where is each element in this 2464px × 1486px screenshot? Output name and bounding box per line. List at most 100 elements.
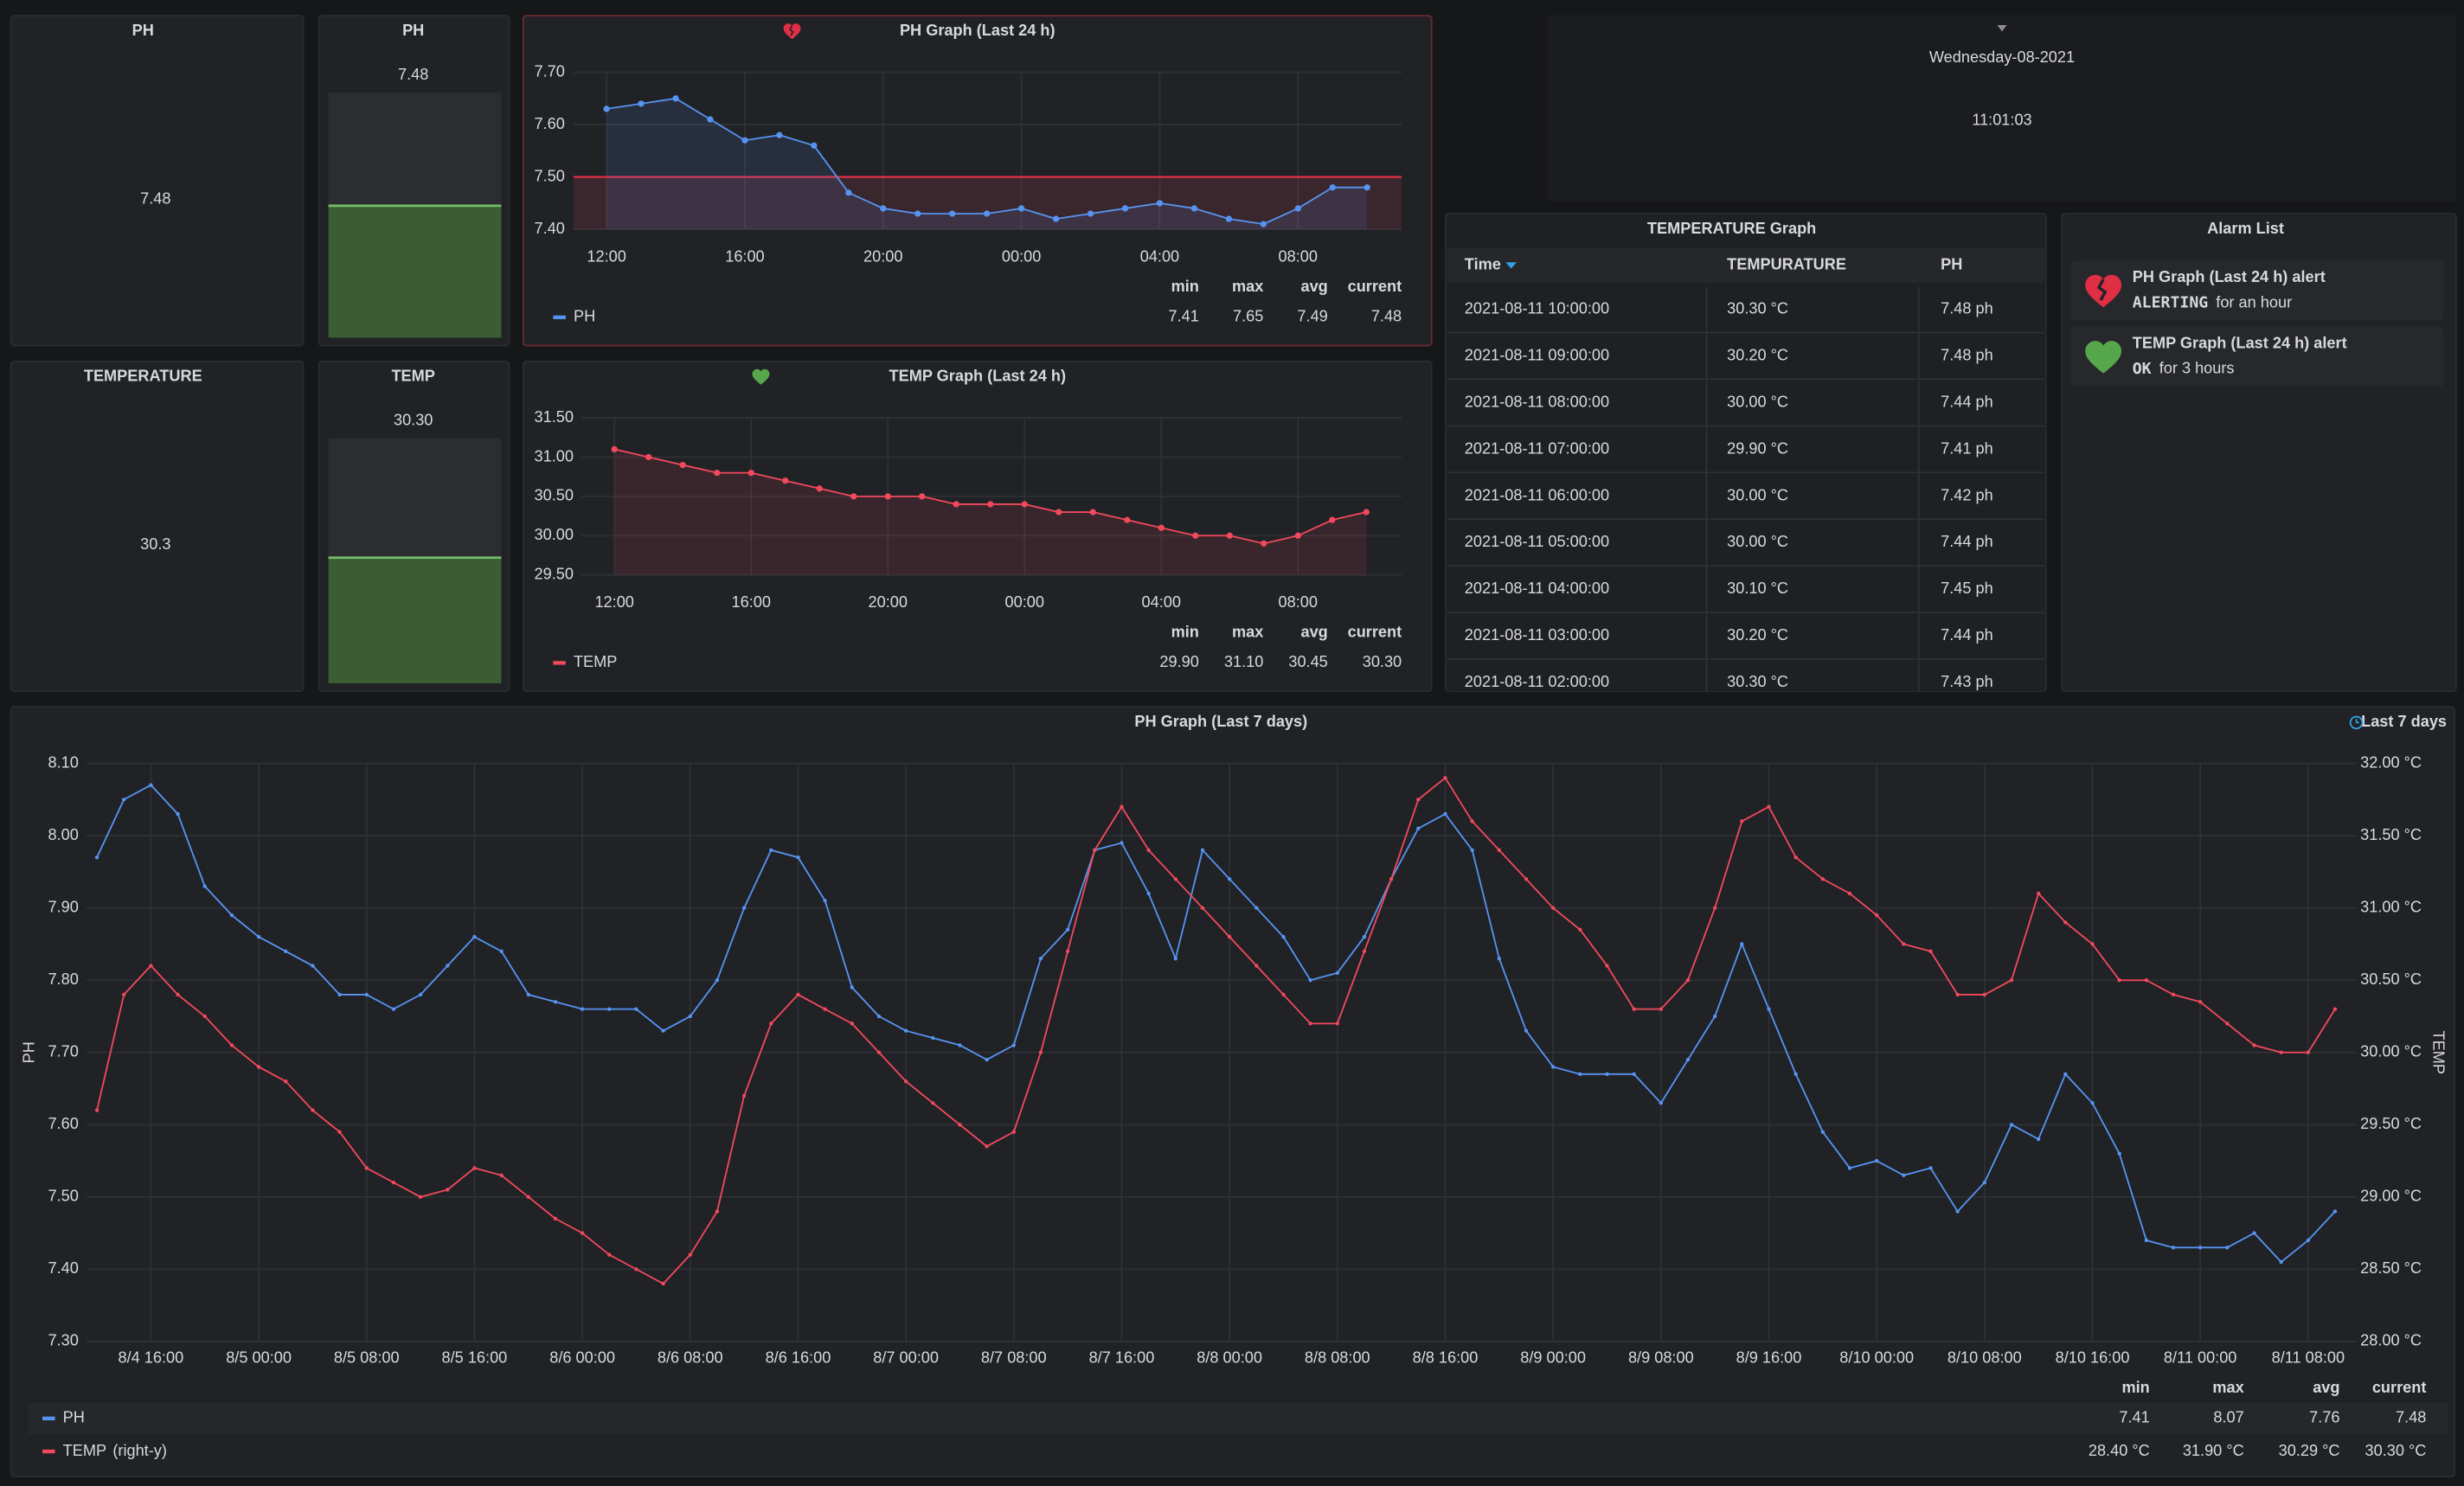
data-point — [1295, 533, 1301, 539]
legend-column-header[interactable]: current — [2372, 1379, 2427, 1396]
panel-title: TEMPERATURE — [84, 368, 202, 385]
legend-column-header[interactable]: min — [1171, 278, 1199, 295]
data-point — [1281, 993, 1285, 996]
data-point — [203, 1015, 207, 1018]
column-header[interactable]: TEMPURATURE — [1727, 256, 1846, 273]
data-point — [811, 143, 817, 149]
data-point — [850, 493, 857, 499]
data-point — [904, 1029, 908, 1033]
data-point — [1201, 906, 1204, 910]
time-range[interactable]: Last 7 days — [2361, 713, 2447, 730]
data-point — [1201, 849, 1204, 852]
legend-stat: 30.30 — [1363, 653, 1402, 670]
data-point — [1578, 928, 1582, 932]
data-point — [714, 470, 720, 476]
data-point — [1875, 913, 1878, 917]
data-point — [1928, 1166, 1932, 1169]
alarm-name: PH Graph (Last 24 h) alert — [2133, 268, 2326, 285]
data-point — [1227, 533, 1233, 539]
data-point — [769, 849, 773, 852]
legend-column-header[interactable]: max — [2212, 1379, 2243, 1396]
legend-stat: 31.90 °C — [2183, 1442, 2244, 1459]
data-point — [1470, 819, 1473, 823]
legend-column-header[interactable]: avg — [1300, 624, 1327, 641]
data-point — [1364, 184, 1370, 190]
y-tick-label: 7.30 — [48, 1332, 78, 1349]
data-point — [1983, 993, 1986, 996]
data-point — [2090, 942, 2094, 945]
data-point — [1022, 501, 1028, 507]
data-point — [1336, 971, 1339, 975]
table-cell: 30.00 °C — [1727, 533, 1788, 550]
data-point — [2037, 1137, 2040, 1141]
data-point — [603, 106, 609, 112]
data-point — [707, 116, 713, 122]
table-cell: 7.48 ph — [1941, 347, 1993, 364]
data-point — [95, 855, 99, 859]
legend-column-header[interactable]: current — [1348, 278, 1402, 295]
data-point — [311, 964, 314, 967]
data-point — [1443, 776, 1447, 779]
data-point — [1713, 1015, 1716, 1018]
data-point — [446, 964, 449, 967]
legend-column-header[interactable]: min — [2121, 1379, 2149, 1396]
data-point — [715, 1209, 719, 1213]
y-tick-label: 31.50 — [535, 408, 574, 426]
legend-column-header[interactable]: max — [1232, 278, 1263, 295]
data-point — [1124, 516, 1130, 522]
data-point — [1955, 993, 1959, 996]
panel — [11, 16, 304, 345]
y2-axis-label: TEMP — [2429, 1031, 2447, 1074]
x-tick-label: 8/11 08:00 — [2272, 1349, 2345, 1367]
data-point — [850, 985, 854, 989]
alarm-duration: for 3 hours — [2159, 360, 2235, 377]
data-point — [1443, 812, 1447, 816]
x-tick-label: 8/7 16:00 — [1089, 1349, 1155, 1367]
legend-name[interactable]: TEMP — [574, 653, 617, 670]
legend-column-header[interactable]: current — [1348, 624, 1402, 641]
data-point — [1848, 1166, 1851, 1169]
data-point — [1416, 797, 1420, 801]
table-cell: 2021-08-11 05:00:00 — [1465, 533, 1609, 550]
legend-name[interactable]: PH — [63, 1409, 85, 1426]
x-tick-label: 08:00 — [1279, 593, 1318, 611]
legend-column-header[interactable]: avg — [1300, 278, 1327, 295]
data-point — [1281, 935, 1285, 938]
data-point — [257, 1065, 260, 1068]
legend-stat: 8.07 — [2213, 1409, 2243, 1426]
x-tick-label: 16:00 — [725, 248, 764, 266]
gauge-fill — [329, 558, 502, 683]
data-point — [689, 1015, 692, 1018]
data-point — [1066, 928, 1069, 932]
data-point — [885, 493, 891, 499]
data-point — [2333, 1209, 2337, 1213]
data-point — [337, 1130, 341, 1133]
data-point — [634, 1267, 638, 1271]
table-cell: 30.30 °C — [1727, 300, 1788, 317]
data-point — [958, 1043, 961, 1047]
legend-name[interactable]: TEMP — [63, 1442, 106, 1459]
legend-column-header[interactable]: min — [1171, 624, 1199, 641]
data-point — [612, 446, 618, 452]
data-point — [230, 913, 234, 917]
data-point — [2307, 1051, 2310, 1054]
data-point — [1686, 978, 1690, 982]
legend-name[interactable]: PH — [574, 308, 595, 325]
data-point — [1192, 533, 1198, 539]
legend-column-header[interactable]: avg — [2313, 1379, 2339, 1396]
data-point — [987, 501, 993, 507]
legend-swatch — [42, 1417, 55, 1420]
alarm-name: TEMP Graph (Last 24 h) alert — [2133, 335, 2347, 352]
data-point — [1632, 1007, 1635, 1010]
column-header[interactable]: Time — [1465, 256, 1501, 273]
x-tick-label: 8/5 08:00 — [334, 1349, 400, 1367]
legend-stat: 29.90 — [1159, 653, 1198, 670]
y-tick-label: 30.50 — [535, 487, 574, 504]
data-point — [985, 1058, 988, 1061]
legend-column-header[interactable]: max — [1232, 624, 1263, 641]
data-point — [1228, 935, 1231, 938]
data-point — [1093, 849, 1096, 852]
x-tick-label: 12:00 — [587, 248, 626, 266]
column-header[interactable]: PH — [1941, 256, 1962, 273]
